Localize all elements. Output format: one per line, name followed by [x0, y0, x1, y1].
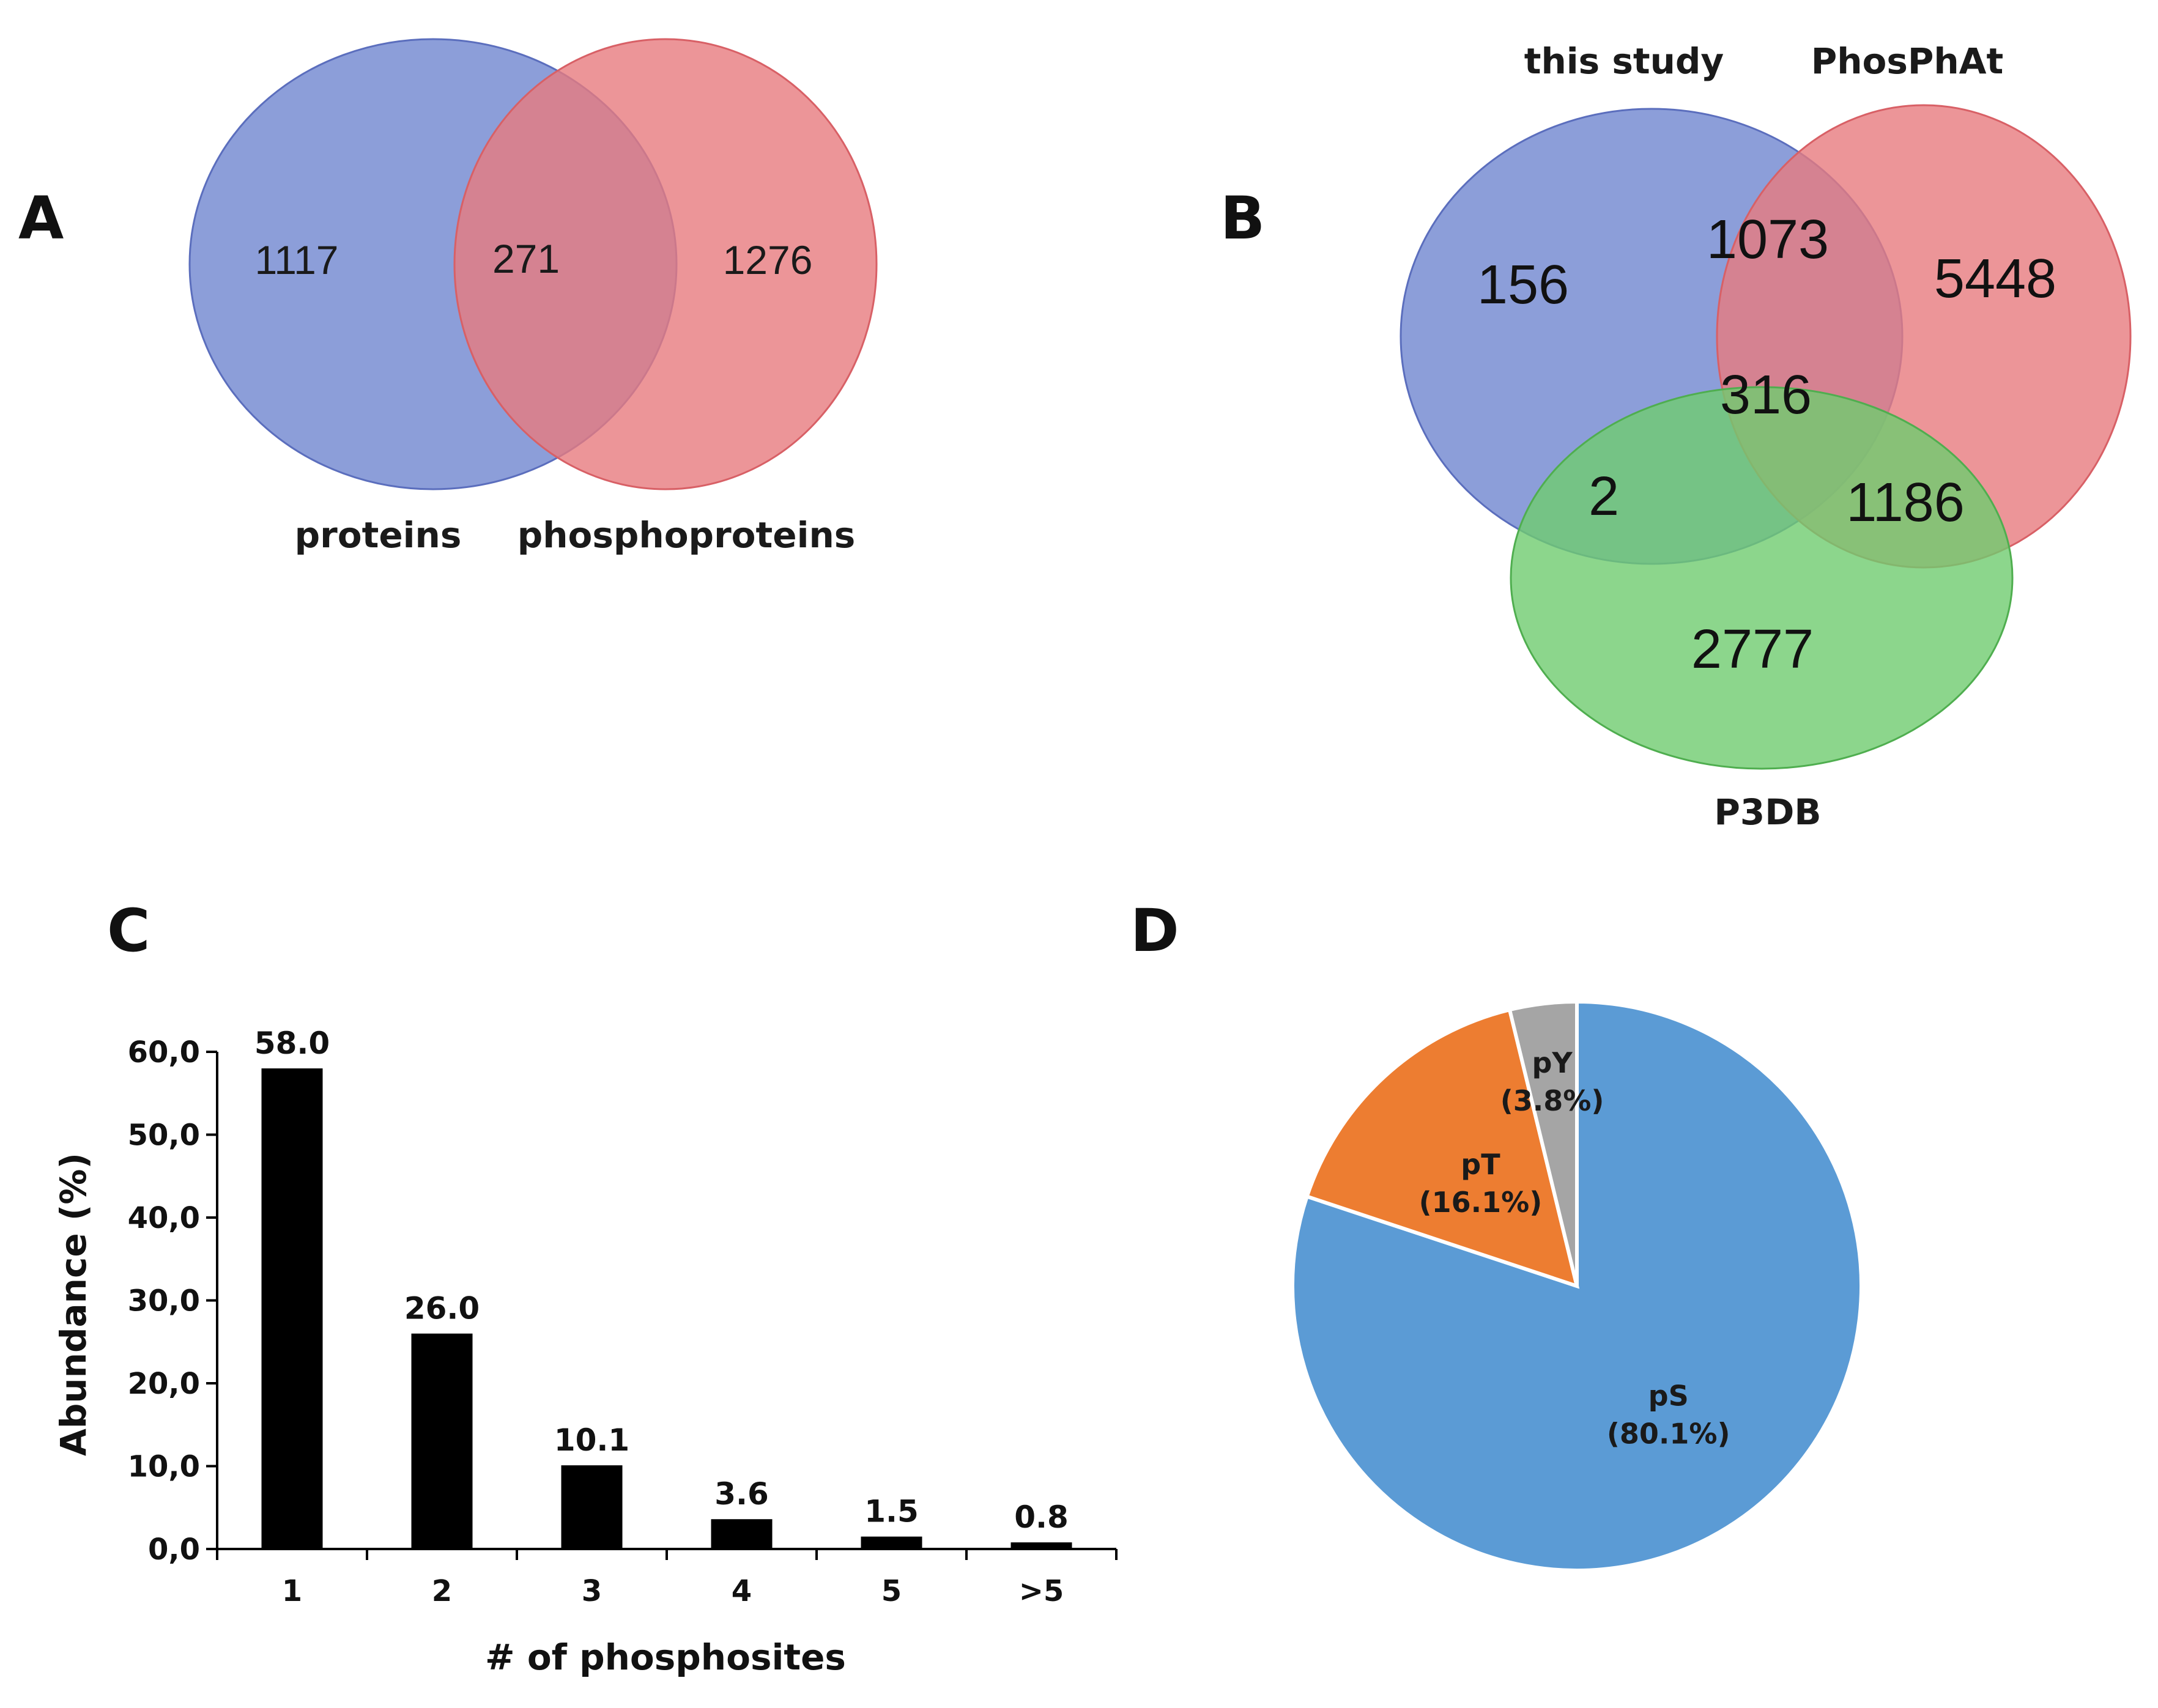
panel-d-pie-chart: D pS (80.1%) pT (16.1%) pY (3.8%): [1130, 897, 1863, 1572]
venn-a-count-phosphoproteins-only: 1276: [723, 237, 813, 283]
bar-x-tick-label: 1: [282, 1574, 302, 1608]
venn-a-circle-phosphoproteins: [453, 38, 878, 490]
bar-value-label: 1.5: [864, 1494, 919, 1529]
venn-b-count-study-p3db: 2: [1589, 466, 1619, 527]
bar-y-axis-title: Abundance (%): [53, 1153, 94, 1456]
venn-b-label-phosphat: PhosPhAt: [1811, 40, 2004, 82]
bar-4: [711, 1519, 773, 1549]
bar-plot-area: 0,0 10,0 20,0 30,0 40,0 50,0 60,0 58.0 1 26.0 2 10.…: [128, 1026, 1118, 1608]
bar-1: [261, 1068, 323, 1549]
bar-y-tick-label: 0,0: [148, 1532, 200, 1567]
venn-a-count-overlap: 271: [492, 236, 560, 281]
panel-letter-d: D: [1130, 897, 1179, 965]
venn-a-label-proteins: proteins: [295, 514, 462, 556]
panel-letter-a: A: [18, 184, 64, 253]
panel-letter-c: C: [107, 897, 150, 965]
pie-slice-pt: [1304, 1007, 1580, 1289]
venn-b-label-p3db: P3DB: [1714, 791, 1821, 833]
pie-label-name: pY: [1532, 1046, 1573, 1079]
venn-a-count-proteins-only: 1117: [254, 237, 338, 283]
bar-value-label: 0.8: [1014, 1499, 1069, 1535]
venn-b-count-p3db-only: 2777: [1691, 619, 1814, 680]
panel-letter-b: B: [1220, 184, 1265, 253]
venn-b-count-all-three: 316: [1720, 364, 1812, 426]
bar-y-tick-label: 50,0: [128, 1118, 200, 1153]
bar-value-label: 3.6: [714, 1476, 769, 1512]
venn-b-count-phosphat-only: 5448: [1934, 248, 2056, 309]
bar-x-tick-label: 3: [582, 1574, 602, 1608]
bar-value-label: 26.0: [404, 1291, 480, 1326]
panel-c-bar-chart: C 0,0 10,0 20,0 30,0 40,0 50,0 60,0 58.0 1 26.0 2 1…: [53, 897, 1118, 1678]
venn-b-count-phosphat-p3db: 1186: [1846, 472, 1965, 533]
venn-b-label-this-study: this study: [1524, 40, 1724, 82]
bar-3: [561, 1465, 623, 1549]
pie-label-percent: (3.8%): [1500, 1084, 1604, 1117]
bar-y-tick-label: 20,0: [128, 1367, 200, 1401]
venn-b-count-this-study-only: 156: [1477, 254, 1569, 316]
bar-value-label: 10.1: [554, 1422, 629, 1458]
bar-x-tick-label: 4: [732, 1574, 752, 1608]
bar-y-tick-label: 60,0: [128, 1035, 200, 1070]
venn-b-circle-p3db: [1510, 386, 2014, 770]
pie-label-name: pS: [1648, 1379, 1689, 1412]
venn-a-label-phosphoproteins: phosphoproteins: [517, 514, 856, 556]
panel-a-venn: A 1117 271 1276 proteins phosphoproteins: [18, 38, 878, 556]
bar-5: [861, 1536, 922, 1549]
bar-y-tick-label: 40,0: [128, 1201, 200, 1235]
venn-b-count-study-phosphat: 1073: [1707, 209, 1829, 270]
bar-x-tick-label: 2: [432, 1574, 452, 1608]
bar-x-tick-label: 5: [881, 1574, 902, 1608]
panel-b-venn: B this study PhosPhAt P3DB 156 1073 5448…: [1220, 40, 2132, 833]
bar-x-axis-title: # of phosphosites: [485, 1636, 846, 1678]
bar-2: [411, 1333, 473, 1549]
pie-plot-area: pS (80.1%) pT (16.1%) pY (3.8%): [1291, 999, 1863, 1572]
bar-x-tick-label: >5: [1019, 1574, 1064, 1608]
pie-label-percent: (80.1%): [1607, 1417, 1730, 1450]
bar-6: [1010, 1542, 1072, 1549]
pie-label-name: pT: [1461, 1148, 1500, 1181]
bar-value-label: 58.0: [254, 1026, 330, 1061]
pie-slice-py: [1507, 999, 1579, 1287]
bar-y-tick-label: 30,0: [128, 1284, 200, 1318]
bar-y-tick-label: 10,0: [128, 1450, 200, 1484]
pie-label-percent: (16.1%): [1419, 1186, 1543, 1219]
